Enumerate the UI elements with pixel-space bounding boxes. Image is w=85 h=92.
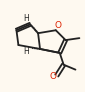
- Text: O: O: [54, 21, 61, 30]
- Text: H: H: [23, 47, 29, 56]
- Text: H: H: [23, 14, 29, 23]
- Text: O: O: [49, 72, 56, 81]
